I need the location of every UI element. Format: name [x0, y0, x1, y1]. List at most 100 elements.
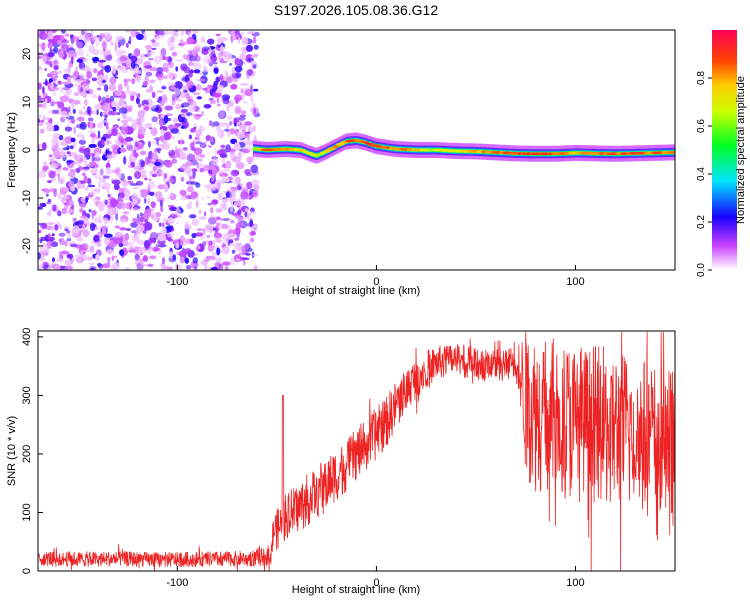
heatmap-noise-blob [218, 110, 226, 119]
heatmap-noise-blob [165, 131, 172, 140]
heatmap-noise-blob [174, 149, 180, 156]
heatmap-noise-blob [47, 31, 54, 38]
heatmap-noise-blob [159, 54, 163, 61]
heatmap-noise-blob [90, 30, 94, 39]
heatmap-noise-blob [101, 139, 105, 146]
heatmap-noise-blob [152, 165, 158, 171]
heatmap-noise-blob [107, 257, 111, 261]
heatmap-noise-blob [157, 249, 162, 255]
heatmap-noise-blob [160, 244, 167, 247]
heatmap-noise-blob [57, 224, 62, 230]
heatmap-noise-blob [47, 233, 51, 240]
heatmap-noise-blob [102, 175, 110, 179]
heatmap-noise-blob [105, 122, 109, 130]
heatmap-noise-blob [178, 105, 182, 109]
heatmap-ridge-peak [280, 147, 287, 151]
heatmap-noise-blob [83, 147, 91, 157]
heatmap-noise-blob [180, 176, 185, 182]
colorbar-tick-label: 0.8 [696, 71, 707, 85]
heatmap-noise-blob [182, 147, 188, 151]
heatmap-noise-blob [143, 221, 153, 231]
heatmap-noise-blob [179, 189, 187, 196]
heatmap-noise-blob [221, 158, 226, 164]
heatmap-noise-blob [237, 185, 242, 190]
heatmap-noise-blob [243, 260, 246, 266]
heatmap-noise-blob [180, 108, 188, 113]
heatmap-noise-blob [161, 226, 167, 236]
heatmap-noise-blob [160, 48, 167, 57]
heatmap-noise-blob [179, 235, 186, 243]
heatmap-noise-blob [232, 170, 239, 175]
heatmap-noise-blob [226, 130, 231, 137]
snr-axes: -100 0 100 0 100 200 300 400 [21, 328, 585, 589]
heatmap-noise-blob [207, 38, 215, 45]
heatmap-noise-blob [203, 211, 207, 217]
heatmap-noise-blob [71, 56, 74, 65]
heatmap-noise-blob [164, 105, 174, 111]
heatmap-noise-blob [208, 165, 216, 171]
heatmap-noise-blob [128, 249, 136, 253]
heatmap-noise-blob [113, 237, 123, 245]
heatmap-noise-blob [186, 80, 194, 89]
heatmap-noise-blob [209, 255, 216, 261]
heatmap-noise-blob [104, 114, 108, 118]
heatmap-noise-blob [246, 139, 251, 145]
heatmap-noise-blob [149, 79, 156, 83]
heatmap-noise-blob [209, 215, 216, 218]
heatmap-noise-blob [139, 216, 145, 223]
heatmap-noise-blob [48, 209, 52, 218]
heatmap-noise-blob [249, 237, 255, 243]
heatmap-noise-blob [246, 222, 255, 227]
heatmap-noise-blob [83, 156, 87, 165]
heatmap-noise-blob [216, 182, 221, 191]
heatmap-noise-blob [220, 131, 224, 139]
heatmap-noise-blob [71, 118, 76, 124]
heatmap-noise-blob [154, 191, 163, 199]
heatmap-noise-blob [253, 88, 259, 92]
heatmap-noise-blob [129, 247, 135, 251]
heatmap-noise-blob [171, 51, 178, 57]
heatmap-noise-blob [48, 154, 53, 158]
heatmap-noise-blob [241, 257, 250, 261]
heatmap-noise-blob [142, 263, 148, 267]
heatmap-noise-blob [216, 216, 221, 221]
heatmap-noise-blob [169, 206, 178, 212]
heatmap-noise-blob [52, 35, 62, 41]
heatmap-noise-blob [185, 224, 192, 230]
heatmap-noise-blob [45, 225, 53, 231]
heatmap-noise-blob [234, 238, 240, 241]
heatmap-noise-blob [227, 197, 237, 201]
heatmap-noise-blob [230, 205, 234, 213]
heatmap-ridge-peak [406, 148, 414, 152]
heatmap-noise-blob [42, 102, 47, 109]
heatmap-noise-blob [64, 33, 70, 37]
heatmap-noise-blob [252, 103, 256, 108]
heatmap-noise-blob [154, 36, 162, 40]
heatmap-noise-blob [184, 257, 189, 264]
heatmap-noise-blob [137, 160, 141, 169]
heatmap-noise-blob [38, 65, 43, 71]
snr-series-line [38, 331, 675, 571]
heatmap-noise-blob [59, 134, 64, 141]
heatmap-noise-blob [47, 180, 52, 184]
heatmap-noise-blob [96, 122, 104, 129]
heatmap-noise-blob [217, 103, 221, 107]
heatmap-noise-blob [106, 150, 113, 155]
heatmap-noise-blob [126, 42, 129, 48]
snr-y-tick-label: 0 [21, 568, 33, 574]
heatmap-noise-blob [41, 222, 47, 229]
heatmap-ridge-peak [310, 153, 318, 157]
heatmap-noise-blob [107, 193, 111, 198]
heatmap-noise-blob [225, 238, 230, 244]
heatmap-noise-blob [85, 77, 90, 86]
heatmap-noise-blob [139, 258, 144, 266]
heatmap-noise-blob [221, 94, 231, 101]
heatmap-noise-blob [64, 126, 73, 132]
heatmap-noise-blob [198, 216, 208, 220]
heatmap-noise-blob [250, 224, 258, 233]
heatmap-noise-blob [151, 39, 156, 43]
snr-panel: -100 0 100 0 100 200 300 400 Height of straight… [6, 328, 676, 596]
heatmap-noise-blob [117, 172, 122, 179]
heatmap-noise-blob [78, 203, 87, 209]
